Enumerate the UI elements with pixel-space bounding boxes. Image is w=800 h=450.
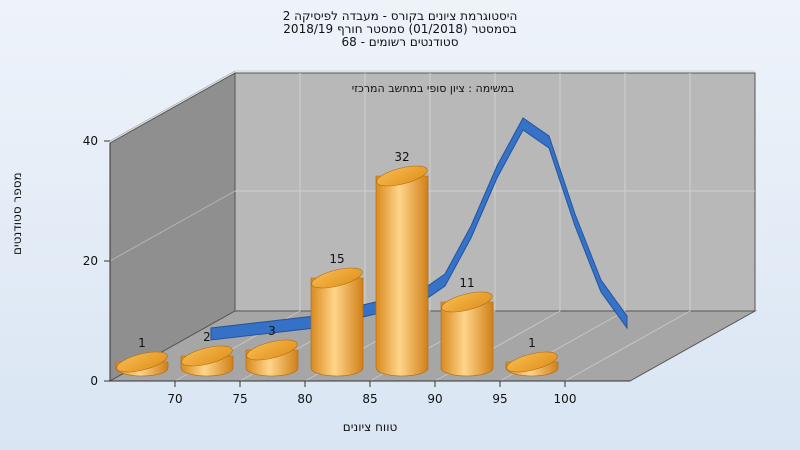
bar: 32	[375, 150, 429, 377]
side-grid-line	[109, 190, 236, 262]
bar-top	[116, 351, 168, 373]
floor-grid-line	[564, 310, 691, 382]
bar-value-label: 1	[528, 336, 536, 350]
x-tick-label: 75	[232, 392, 247, 406]
bar-top	[311, 267, 363, 289]
y-tick-label: 20	[83, 254, 98, 268]
bar-value-label: 2	[203, 330, 211, 344]
x-tick-label: 85	[362, 392, 377, 406]
bar: 1	[505, 336, 559, 377]
bar-value-label: 11	[459, 276, 474, 290]
bar-body	[310, 277, 364, 377]
bar: 3	[245, 324, 299, 377]
x-tick-label: 80	[297, 392, 312, 406]
bar-top	[376, 165, 428, 187]
bar-body	[440, 301, 494, 377]
title-line-1: היסטוגרמת ציונים בקורס - מעבדה לפיסיקה 2	[282, 9, 518, 23]
bar-top	[506, 351, 558, 373]
bar: 2	[180, 330, 234, 377]
panel-subtitle: במשימה : ציון סופי במחשב המרכזי	[352, 82, 515, 95]
bar: 15	[310, 252, 364, 377]
side-grid-line	[109, 70, 236, 142]
bar-top	[441, 291, 493, 313]
bar-value-label: 1	[138, 336, 146, 350]
title-line-2: בסמסטר (01/2018) סמסטר חורף 2018/19	[283, 22, 517, 36]
x-tick-label: 70	[167, 392, 182, 406]
x-axis-label: טווח ציונים	[342, 420, 398, 434]
bar-top	[181, 345, 233, 367]
bar-body	[375, 175, 429, 377]
x-tick-label: 100	[554, 392, 577, 406]
bar: 1	[115, 336, 169, 377]
y-tick-label: 0	[90, 374, 98, 388]
bar-value-label: 3	[268, 324, 276, 338]
chart-title: היסטוגרמת ציונים בקורס - מעבדה לפיסיקה 2…	[0, 10, 800, 49]
bar-value-label: 32	[394, 150, 409, 164]
bar-top	[246, 339, 298, 361]
x-tick-label: 95	[492, 392, 507, 406]
x-tick-label: 90	[427, 392, 442, 406]
bar-value-label: 15	[329, 252, 344, 266]
y-tick-label: 40	[83, 134, 98, 148]
title-line-3: סטודנטים רשומים - 68	[341, 35, 459, 49]
y-axis-label: מספר סטודנטים	[10, 172, 24, 255]
bar: 11	[440, 276, 494, 377]
